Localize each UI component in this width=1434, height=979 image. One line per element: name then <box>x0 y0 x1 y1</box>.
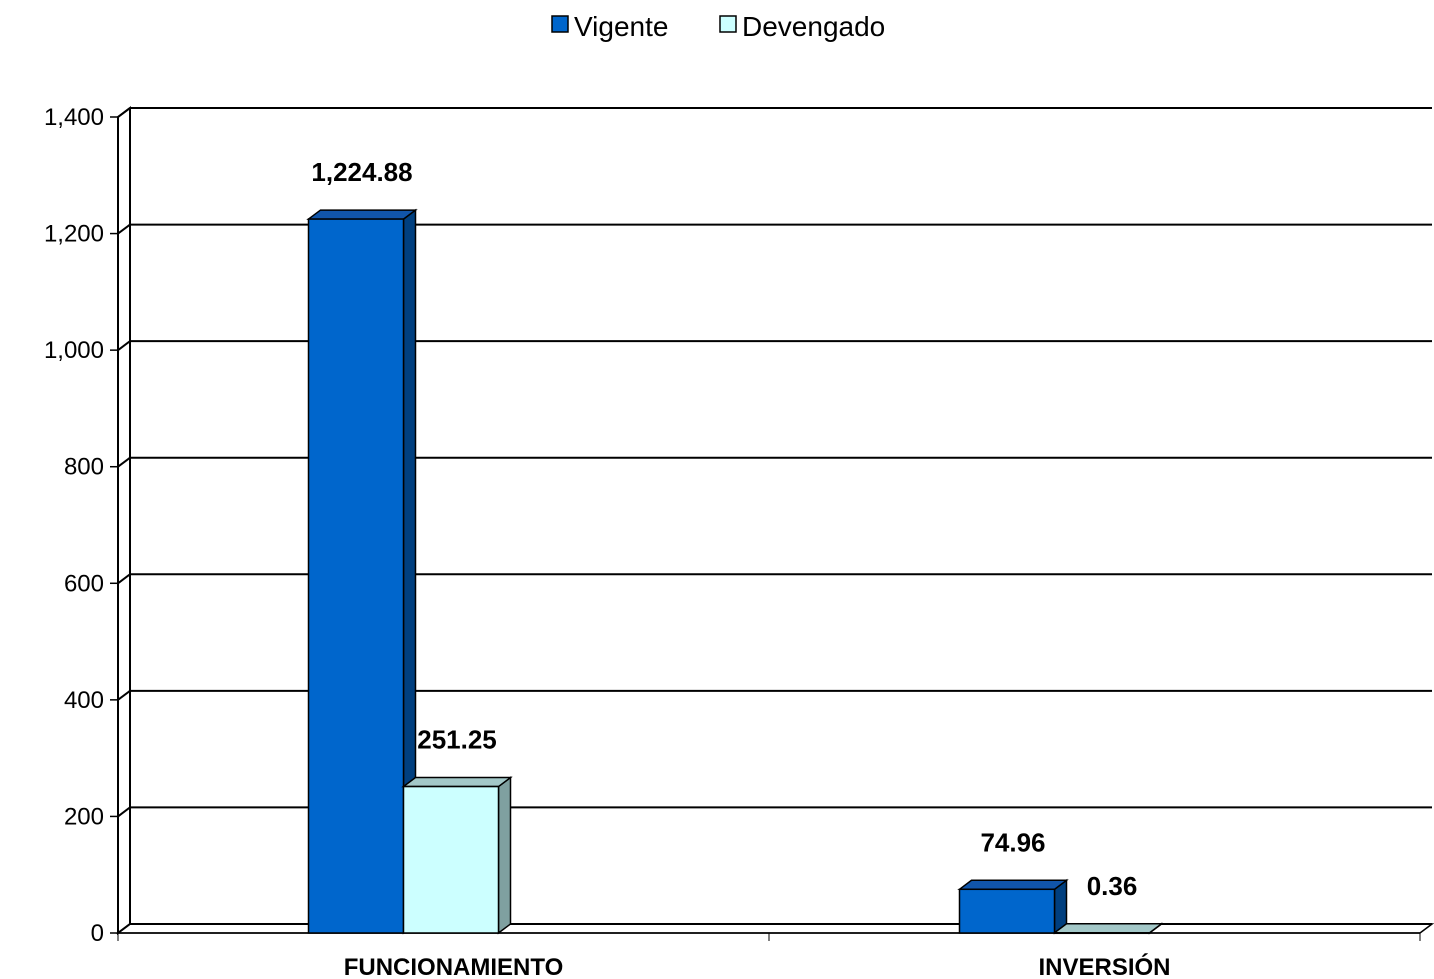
y-tick-label: 200 <box>64 803 104 830</box>
bar-top <box>306 209 418 220</box>
data-label: 74.96 <box>980 827 1045 857</box>
data-label: 1,224.88 <box>311 157 412 187</box>
gridline-connector <box>117 456 131 468</box>
legend-swatch <box>719 15 737 33</box>
gridline-connector <box>117 107 131 118</box>
bar-vigente <box>957 878 1069 935</box>
y-tick-label: 600 <box>64 570 104 597</box>
bar-front <box>402 785 500 934</box>
data-label: 0.36 <box>1087 871 1138 901</box>
y-axis: 0 200 400 600 800 1,000 1,200 1,400 <box>44 104 119 947</box>
bar-devengado <box>401 776 513 935</box>
category-label: INVERSIÓN <box>1038 953 1170 979</box>
bar-top <box>401 776 513 788</box>
gridline-connector <box>117 690 131 701</box>
gridline-connector <box>117 573 131 585</box>
data-label: 251.25 <box>417 725 497 755</box>
legend-swatch <box>551 15 569 33</box>
gridline-connector <box>117 806 131 818</box>
category-label: FUNCIONAMIENTO <box>344 954 564 979</box>
bar-vigente <box>306 208 418 935</box>
bar-front <box>1053 932 1151 935</box>
bar-top <box>957 879 1069 891</box>
legend-label: Vigente <box>574 11 668 42</box>
data-labels: 1,224.88 251.25 74.96 0.36 <box>311 157 1137 901</box>
gridline-connector <box>117 340 131 351</box>
y-tick-label: 1,000 <box>44 337 104 364</box>
legend-label: Devengado <box>742 11 885 42</box>
y-tick-label: 400 <box>64 687 104 714</box>
bars <box>306 208 1164 935</box>
bar-devengado <box>1052 922 1164 935</box>
bar-side <box>497 776 512 935</box>
y-tick-label: 1,400 <box>44 104 104 131</box>
x-axis: FUNCIONAMIENTO INVERSIÓN <box>117 932 1421 979</box>
legend-item-devengado: Devengado <box>719 11 885 42</box>
y-tick-label: 800 <box>64 454 104 481</box>
y-tick-label: 1,200 <box>44 221 104 248</box>
chart-legend: Vigente Devengado <box>551 11 885 42</box>
gridline-connector <box>117 223 131 235</box>
y-tick-label: 0 <box>91 920 104 947</box>
bar-top <box>1052 923 1164 934</box>
legend-item-vigente: Vigente <box>551 11 668 42</box>
bar-front <box>307 218 405 934</box>
bar-front <box>958 888 1056 934</box>
gridline-connector <box>117 923 131 934</box>
